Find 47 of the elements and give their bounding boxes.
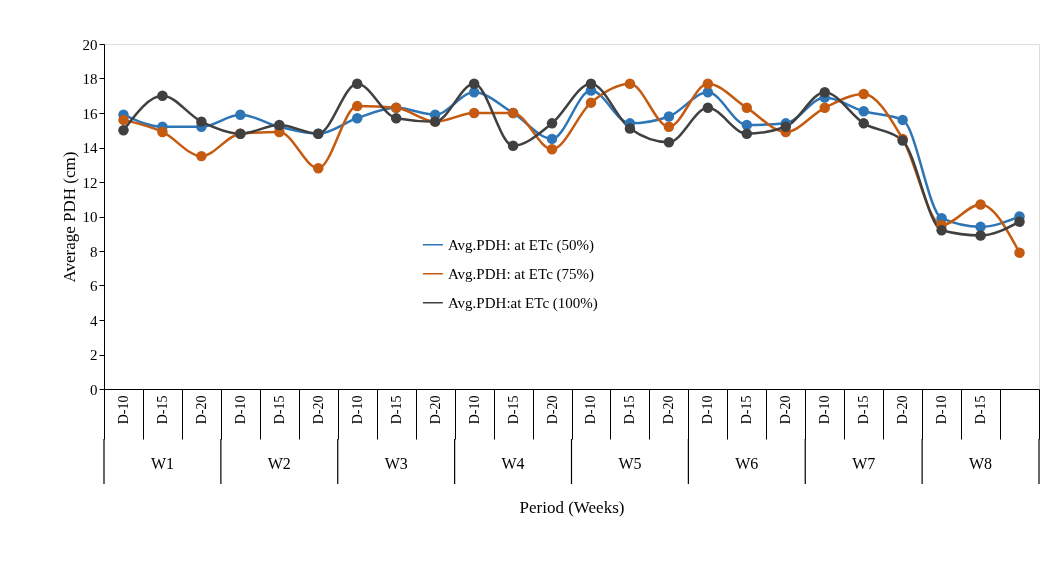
- x-tick-label: D-20: [778, 395, 794, 425]
- y-tick-label: 18: [82, 71, 98, 87]
- y-tick-label: 20: [82, 36, 98, 53]
- x-tick-label: D-15: [271, 395, 287, 425]
- x-tick-label: D-20: [427, 395, 443, 425]
- x-tick-label: D-15: [388, 395, 404, 425]
- y-tick-label: 2: [90, 347, 98, 363]
- legend-label: Avg.PDH: at ETc (75%): [447, 265, 595, 283]
- text: W3: [384, 455, 408, 472]
- text: W7: [852, 455, 876, 472]
- legend-label: Avg.PDH:at ETc (100%): [447, 294, 598, 312]
- text: W2: [267, 455, 291, 472]
- y-tick-label: 12: [82, 174, 98, 191]
- text: W4: [501, 455, 525, 472]
- text: W5: [618, 455, 642, 472]
- y-tick-label: 4: [90, 312, 98, 329]
- x-tick-label: D-15: [154, 395, 170, 425]
- x-tick-label: D-20: [310, 395, 326, 425]
- x-tick-label: D-10: [700, 395, 716, 425]
- x-tick-label: D-10: [583, 395, 599, 425]
- x-tick-label: D-20: [661, 395, 677, 425]
- x-tick-label: D-15: [622, 395, 638, 425]
- x-tick-label: D-15: [856, 395, 872, 425]
- y-axis-title: Average PDH (cm): [59, 151, 79, 283]
- text: W1: [150, 455, 174, 472]
- x-tick-label: D-15: [739, 395, 755, 425]
- x-axis-title: Period (Weeks): [519, 498, 625, 517]
- x-tick-label: D-10: [466, 395, 482, 425]
- x-tick-label: D-15: [505, 395, 521, 425]
- x-tick-label: D-10: [232, 395, 248, 425]
- y-tick-label: 0: [90, 381, 98, 398]
- x-tick-label: D-10: [349, 395, 365, 425]
- x-tick-label: D-10: [115, 395, 131, 425]
- y-tick-label: 16: [82, 105, 98, 122]
- text: W8: [969, 455, 993, 472]
- x-tick-label: D-10: [817, 395, 833, 425]
- x-tick-label: D-15: [973, 395, 989, 425]
- y-tick-label: 10: [82, 209, 98, 225]
- x-tick-label: D-20: [895, 395, 911, 425]
- legend-label: Avg.PDH: at ETc (50%): [447, 236, 595, 254]
- y-tick-label: 6: [90, 278, 98, 294]
- x-tick-label: D-20: [544, 395, 560, 425]
- y-tick-label: 8: [90, 243, 98, 260]
- x-tick-label: D-10: [934, 395, 950, 425]
- y-tick-label: 14: [82, 140, 98, 156]
- x-tick-label: D-20: [193, 395, 209, 425]
- text: W6: [735, 455, 759, 472]
